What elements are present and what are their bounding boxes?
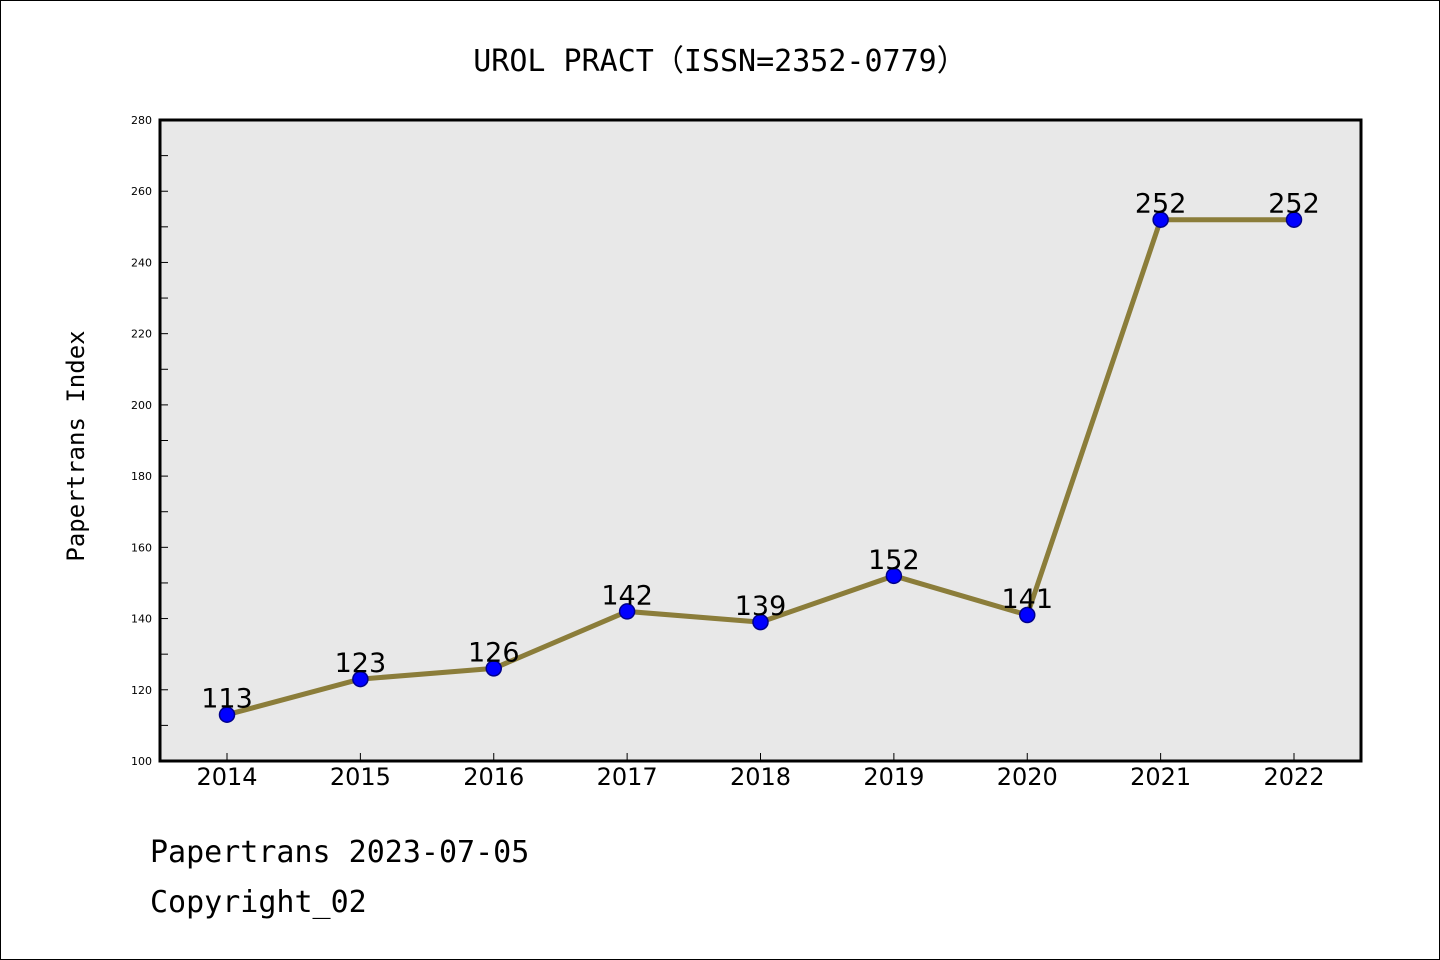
data-point-marker [1285, 211, 1303, 228]
data-label: 152 [868, 545, 920, 576]
x-tick-label: 2021 [1130, 763, 1191, 791]
data-point-marker [885, 567, 903, 585]
x-tick-label: 2020 [997, 763, 1058, 791]
x-tick-label: 2016 [463, 763, 524, 791]
data-point-marker [218, 706, 236, 723]
data-point-marker [618, 603, 636, 620]
x-tick-label: 2019 [863, 763, 924, 791]
data-point-marker [1152, 211, 1169, 228]
x-tick-label: 2015 [330, 763, 391, 791]
y-axis-label: Papertrans Index [62, 330, 90, 561]
x-axis-ticks: 2014 2015 2016 2017 2018 2019 2020 2021 2022 [196, 753, 1325, 791]
footer-date: Papertrans 2023-07-05 [150, 835, 530, 870]
data-label: 113 [201, 684, 253, 715]
data-labels: 113 123 126 142 139 152 141 252 252 [201, 189, 1320, 715]
y-tick-label: 160 [131, 541, 152, 554]
y-tick-label: 200 [131, 399, 152, 412]
y-tick-label: 220 [131, 328, 152, 341]
y-axis-ticks: 100 120 140 160 180 200 220 240 260 280 [131, 114, 168, 768]
chart-title: UROL PRACT（ISSN=2352-0779） [473, 44, 967, 79]
y-tick-label: 120 [131, 684, 152, 697]
data-label: 126 [468, 637, 520, 668]
data-point-marker [485, 660, 502, 677]
y-tick-label: 280 [131, 114, 152, 127]
data-point-marker [1019, 606, 1036, 624]
data-label: 142 [601, 580, 653, 611]
y-tick-label: 180 [131, 470, 152, 483]
footer-copyright: Copyright_02 [150, 885, 367, 920]
series-markers [218, 211, 1303, 723]
y-tick-label: 100 [131, 755, 152, 768]
data-label: 139 [735, 591, 787, 622]
y-tick-label: 240 [131, 256, 152, 269]
data-point-marker [752, 613, 769, 631]
y-tick-label: 140 [131, 613, 152, 626]
data-label: 141 [1001, 584, 1053, 615]
data-label: 252 [1135, 189, 1187, 220]
x-tick-label: 2014 [196, 763, 257, 791]
y-tick-label: 260 [131, 185, 152, 198]
data-label: 252 [1268, 189, 1320, 220]
x-tick-label: 2017 [597, 763, 658, 791]
x-tick-label: 2022 [1263, 763, 1324, 791]
x-tick-label: 2018 [730, 763, 791, 791]
data-point-marker [352, 670, 369, 688]
data-label: 123 [335, 648, 387, 679]
